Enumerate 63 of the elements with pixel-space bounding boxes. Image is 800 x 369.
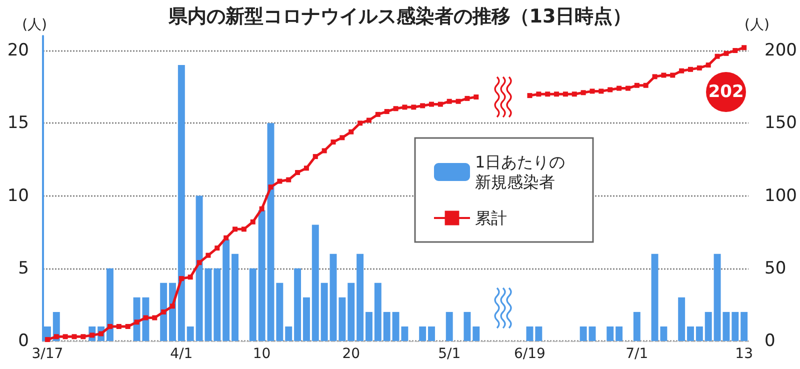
bar: [374, 282, 382, 341]
bar: [606, 326, 614, 341]
y2-tick-label: 150: [764, 113, 798, 134]
bar: [214, 268, 221, 341]
bar: [249, 268, 256, 341]
bar: [276, 282, 284, 341]
y-tick-label: 10: [7, 186, 29, 206]
bar: [302, 297, 310, 341]
bar: [588, 326, 596, 341]
y2-tick-label: 0: [764, 331, 776, 351]
bar: [732, 312, 739, 341]
x-tick-label: 3/17: [32, 346, 64, 362]
x-tick-label: 4/1: [170, 346, 193, 362]
bar: [446, 312, 453, 341]
legend-label: 累計: [475, 208, 507, 228]
bar: [232, 254, 238, 341]
x-tick-label: 7/1: [626, 346, 648, 362]
bar: [472, 326, 480, 341]
y-tick-label: 20: [7, 40, 29, 61]
y2-axis-title: (人): [744, 17, 770, 33]
bar: [320, 282, 328, 341]
y-tick-label: 5: [18, 258, 29, 278]
bar: [633, 312, 640, 341]
bar: [294, 268, 302, 341]
bar: [186, 326, 194, 341]
bar: [366, 312, 372, 341]
bar: [356, 254, 364, 341]
y-tick-label: 0: [18, 331, 29, 351]
bar: [678, 297, 686, 341]
bar: [383, 312, 390, 341]
bar: [687, 326, 694, 341]
bar: [580, 326, 587, 341]
bar: [740, 312, 748, 341]
bar: [704, 312, 712, 341]
chart-title: 県内の新型コロナウイルス感染者の推移（13日時点）: [167, 6, 632, 28]
x-tick-label: 5/1: [438, 346, 461, 362]
y2-tick-label: 50: [764, 258, 786, 278]
annotation: 202: [706, 72, 746, 112]
bar: [267, 123, 274, 341]
bar: [419, 326, 426, 341]
bar: [178, 65, 185, 341]
bar: [285, 326, 292, 341]
bar: [535, 326, 542, 341]
x-tick-label: 20: [342, 346, 360, 362]
bar: [696, 326, 703, 341]
bar: [312, 224, 319, 341]
bar: [348, 282, 355, 341]
x-tick-label: 10: [252, 346, 271, 362]
bar: [338, 297, 346, 341]
legend-label: 1日あたりの新規感染者: [475, 152, 566, 192]
bar: [428, 326, 435, 341]
bar: [330, 254, 337, 341]
bar: [616, 326, 623, 341]
y2-tick-label: 100: [764, 186, 798, 206]
y2-tick-label: 200: [764, 40, 798, 61]
y-tick-label: 15: [7, 113, 29, 134]
bar: [464, 312, 471, 341]
bar: [160, 282, 168, 341]
bar: [106, 268, 114, 341]
bar: [526, 326, 534, 341]
x-tick-label: 6/19: [514, 346, 546, 362]
y-axis-title: (人): [22, 17, 47, 33]
x-tick-label: 13: [735, 346, 753, 362]
